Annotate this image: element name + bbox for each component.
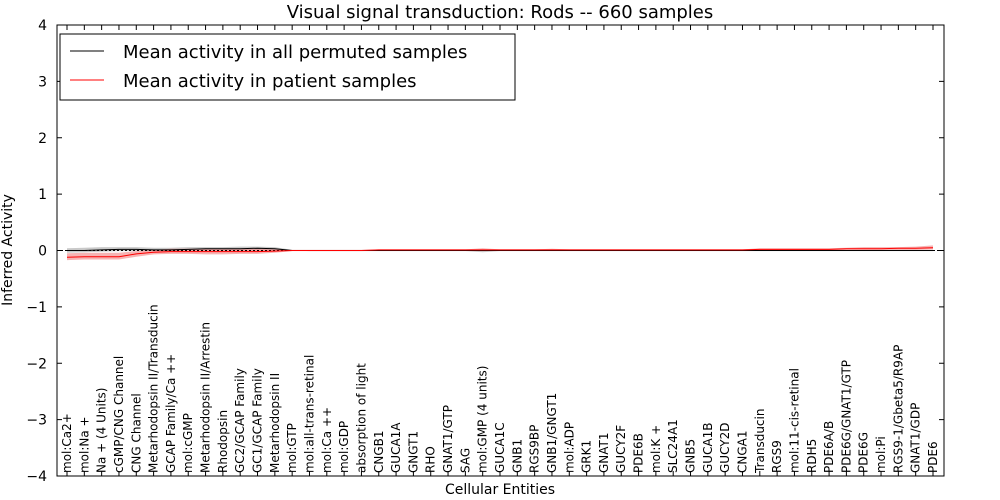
- x-tick-label: RGS9: [770, 440, 784, 473]
- x-tick-label: mol:Pi: [874, 436, 888, 473]
- x-tick-label: Metarhodopsin II/Transducin: [147, 304, 161, 473]
- x-tick-label: mol:Na +: [77, 416, 91, 473]
- x-tick-label: SAG: [458, 448, 472, 473]
- x-tick-label: GUCA1A: [389, 422, 403, 473]
- y-tick-label: −3: [26, 413, 47, 429]
- x-tick-label: RGS9BP: [528, 425, 542, 473]
- x-tick-label: mol:GMP (4 units): [476, 366, 490, 473]
- chart-title: Visual signal transduction: Rods -- 660 …: [287, 2, 714, 23]
- x-tick-label: absorption of light: [354, 363, 368, 473]
- y-tick-label: 0: [38, 244, 47, 260]
- x-tick-label: GNB5: [684, 439, 698, 473]
- x-tick-label: cGMP/CNG Channel: [112, 356, 126, 473]
- y-tick-label: 2: [38, 131, 47, 147]
- x-tick-label: GNGT1: [406, 431, 420, 473]
- x-axis-label: Cellular Entities: [445, 482, 555, 498]
- x-tick-label: GUCY2F: [614, 425, 628, 473]
- line-patient: [66, 247, 934, 258]
- x-axis: mol:Ca2+ mol:Na + Na + (4 Units) cGMP/CNG C…: [60, 25, 940, 476]
- band-patient: [67, 245, 933, 261]
- x-tick-label: PDE6G: [857, 432, 871, 473]
- x-tick-label: CNGA1: [735, 431, 749, 474]
- y-tick-label: −2: [26, 356, 47, 372]
- x-tick-label: Metarhodopsin II/Arrestin: [199, 322, 213, 473]
- x-tick-label: Metarhodopsin II: [268, 373, 282, 473]
- y-tick-label: −1: [26, 300, 47, 316]
- x-tick-label: mol:GDP: [337, 421, 351, 473]
- legend: Mean activity in all permuted samples Me…: [59, 33, 516, 101]
- y-tick-label: 1: [38, 187, 47, 203]
- line-permuted: [67, 247, 933, 251]
- x-tick-label: mol:ADP: [562, 422, 576, 473]
- x-tick-label: Rhodopsin: [216, 410, 230, 473]
- y-axis: −4 −3 −2 −1 0 1 2 3 4: [26, 18, 944, 485]
- x-tick-label: CNG Channel: [129, 393, 143, 473]
- series-lines: [66, 247, 934, 258]
- x-tick-label: PDE6G/GNAT1/GTP: [839, 360, 853, 473]
- x-tick-label: mol:GTP: [285, 423, 299, 473]
- x-tick-label: GCAP Family/Ca ++: [164, 354, 178, 473]
- x-tick-label: RGS9-1/Gbeta5/R9AP: [891, 345, 905, 473]
- x-tick-label: RHO: [424, 446, 438, 473]
- x-tick-label: PDE6: [926, 441, 940, 473]
- x-tick-label: GNAT1/GDP: [909, 403, 923, 473]
- x-tick-label: GC1/GCAP Family: [251, 368, 265, 473]
- legend-label-permuted: Mean activity in all permuted samples: [123, 42, 467, 63]
- legend-label-patient: Mean activity in patient samples: [123, 71, 417, 92]
- confidence-bands: [67, 245, 933, 261]
- x-tick-label: CNGB1: [372, 430, 386, 473]
- x-tick-label: mol:Ca2+: [60, 413, 74, 473]
- x-tick-label: Transducin: [753, 409, 767, 474]
- x-tick-label: PDE6A/B: [822, 421, 836, 473]
- y-tick-label: −4: [26, 469, 47, 485]
- y-axis-label: Inferred Activity: [0, 194, 16, 306]
- x-tick-label: GUCA1C: [493, 422, 507, 473]
- y-tick-label: 3: [38, 74, 47, 90]
- x-tick-label: mol:Ca ++: [320, 407, 334, 473]
- x-tick-label: mol:11-cis-retinal: [787, 368, 801, 473]
- x-tick-label: mol:K +: [649, 425, 663, 473]
- x-tick-label: GNAT1/GTP: [441, 405, 455, 473]
- x-tick-label: GUCA1B: [701, 422, 715, 473]
- legend-box: [59, 33, 516, 101]
- x-tick-label: GNAT1: [597, 432, 611, 473]
- x-tick-label: GRK1: [580, 440, 594, 473]
- y-tick-label: 4: [38, 18, 47, 34]
- x-tick-label: GUCY2D: [718, 423, 732, 473]
- x-tick-label: Na + (4 Units): [95, 387, 109, 473]
- x-tick-label: GNB1: [510, 439, 524, 473]
- x-tick-label: mol:all-trans-retinal: [302, 355, 316, 473]
- x-tick-label: GC2/GCAP Family: [233, 368, 247, 473]
- x-tick-label: PDE6B: [632, 433, 646, 473]
- x-tick-label: GNB1/GNGT1: [545, 393, 559, 473]
- x-tick-label: RDH5: [805, 439, 819, 473]
- x-tick-label: mol:cGMP: [181, 413, 195, 473]
- x-tick-label: SLC24A1: [666, 419, 680, 473]
